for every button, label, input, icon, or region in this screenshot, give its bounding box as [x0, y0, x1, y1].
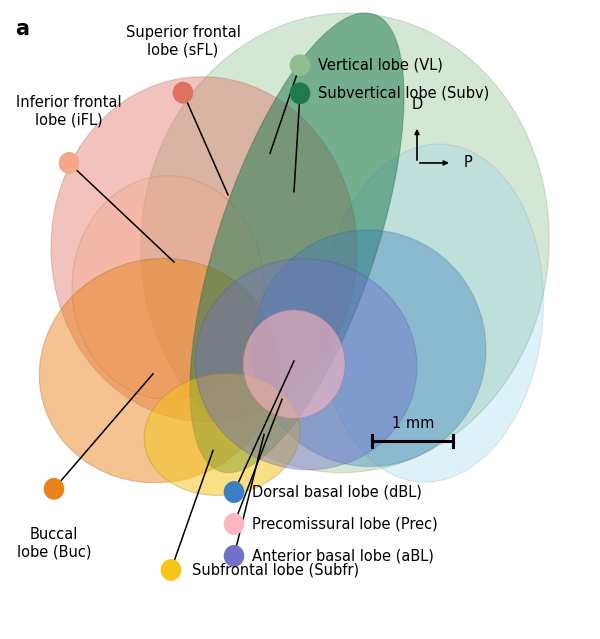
- Text: a: a: [15, 19, 29, 39]
- Circle shape: [44, 479, 64, 499]
- Ellipse shape: [252, 230, 486, 466]
- Ellipse shape: [243, 310, 345, 419]
- Ellipse shape: [320, 144, 544, 482]
- Text: Dorsal basal lobe (dBL): Dorsal basal lobe (dBL): [252, 484, 422, 500]
- Text: Subfrontal lobe (Subfr): Subfrontal lobe (Subfr): [192, 562, 359, 578]
- Text: Precomissural lobe (Prec): Precomissural lobe (Prec): [252, 516, 438, 532]
- Ellipse shape: [144, 374, 300, 495]
- Text: Vertical lobe (VL): Vertical lobe (VL): [318, 58, 443, 73]
- Text: D: D: [412, 97, 422, 112]
- Text: Subvertical lobe (Subv): Subvertical lobe (Subv): [318, 86, 489, 101]
- Ellipse shape: [141, 13, 549, 473]
- Text: Superior frontal
lobe (sFL): Superior frontal lobe (sFL): [125, 25, 241, 58]
- Text: Anterior basal lobe (aBL): Anterior basal lobe (aBL): [252, 548, 434, 564]
- Ellipse shape: [39, 258, 279, 483]
- Text: Inferior frontal
lobe (iFL): Inferior frontal lobe (iFL): [16, 95, 122, 128]
- Circle shape: [290, 83, 310, 104]
- Circle shape: [173, 82, 193, 103]
- Circle shape: [224, 546, 244, 566]
- Text: Buccal
lobe (Buc): Buccal lobe (Buc): [17, 527, 91, 560]
- Circle shape: [224, 482, 244, 502]
- Text: P: P: [464, 155, 473, 171]
- Ellipse shape: [51, 77, 357, 422]
- Text: 1 mm: 1 mm: [392, 417, 434, 431]
- Circle shape: [290, 55, 310, 75]
- Circle shape: [161, 560, 181, 580]
- Circle shape: [224, 514, 244, 534]
- Ellipse shape: [195, 259, 417, 470]
- Ellipse shape: [190, 13, 404, 473]
- Circle shape: [59, 153, 79, 173]
- Ellipse shape: [72, 176, 264, 399]
